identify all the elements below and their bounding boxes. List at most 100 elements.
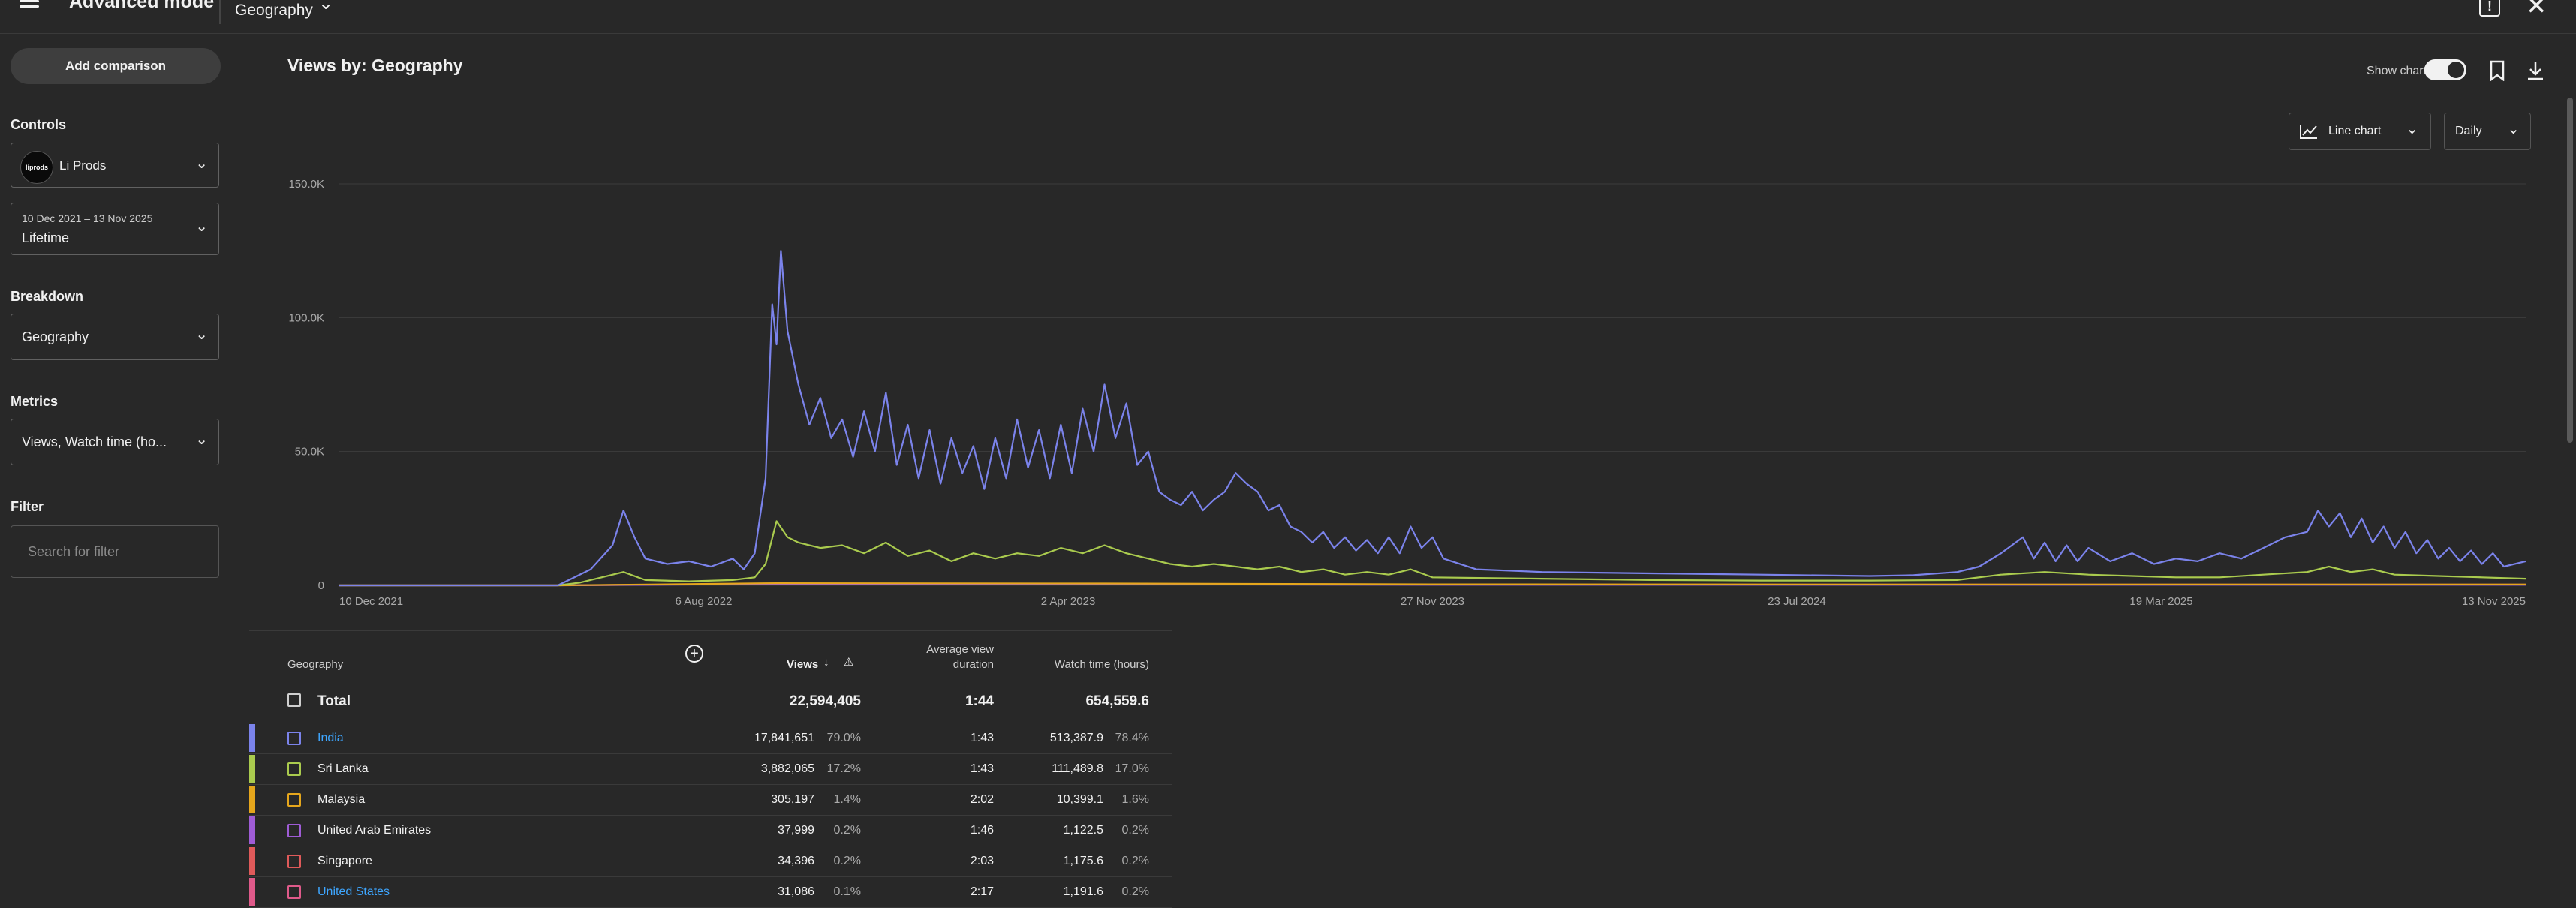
page-title: Advanced mode (69, 0, 215, 12)
x-tick-label: 19 Mar 2025 (2129, 595, 2192, 608)
add-comparison-button[interactable]: Add comparison (11, 48, 221, 84)
x-tick-label: 6 Aug 2022 (676, 595, 733, 608)
row-watch-pct: 0.2% (1121, 824, 1149, 837)
series-line-malaysia (339, 582, 2526, 587)
add-column-icon[interactable]: + (685, 645, 703, 663)
total-views: 22,594,405 (789, 693, 861, 709)
chevron-down-icon: ⌄ (195, 155, 208, 172)
row-checkbox[interactable] (287, 732, 301, 745)
row-checkbox[interactable] (287, 885, 301, 899)
row-views-pct: 1.4% (833, 793, 861, 806)
breakdown-select[interactable]: Geography ⌄ (11, 314, 219, 360)
filter-label: Filter (11, 499, 44, 514)
x-tick-label: 23 Jul 2024 (1768, 595, 1826, 608)
row-watch: 10,399.1 (1056, 793, 1103, 806)
row-avd: 1:43 (970, 732, 994, 744)
row-checkbox[interactable] (287, 762, 301, 776)
close-icon[interactable]: ✕ (2526, 0, 2547, 20)
divider (249, 815, 1172, 816)
row-avd: 1:43 (970, 762, 994, 775)
row-avd: 2:02 (970, 793, 994, 806)
chevron-down-icon: ⌄ (195, 431, 208, 448)
filter-search-input[interactable] (11, 525, 219, 578)
divider (219, 0, 221, 24)
period-select[interactable]: Daily ⌄ (2444, 113, 2531, 150)
divider (249, 876, 1172, 877)
row-views: 3,882,065 (760, 762, 814, 775)
x-tick-label: 2 Apr 2023 (1041, 595, 1096, 608)
total-label: Total (317, 693, 351, 709)
dimension-selector[interactable]: Geography (235, 2, 313, 19)
row-watch: 513,387.9 (1049, 732, 1103, 744)
row-views-pct: 0.1% (833, 885, 861, 898)
channel-select[interactable]: liprods Li Prods ⌄ (11, 143, 219, 188)
top-bar (0, 0, 2576, 34)
chart-type-label: Line chart (2328, 125, 2382, 137)
row-watch: 1,122.5 (1063, 824, 1103, 837)
avd-header[interactable]: Average view (926, 643, 994, 656)
series-color-bar (249, 878, 255, 906)
watch-time-header[interactable]: Watch time (hours) (1054, 658, 1149, 671)
period-label: Daily (2455, 125, 2482, 137)
views-header[interactable]: Views (787, 658, 819, 671)
breakdown-label: Breakdown (11, 289, 84, 304)
scrollbar[interactable] (2567, 98, 2573, 443)
row-avd: 2:17 (970, 885, 994, 898)
row-checkbox[interactable] (287, 855, 301, 868)
row-views: 17,841,651 (754, 732, 814, 744)
row-checkbox[interactable] (287, 793, 301, 807)
row-geography: Malaysia (317, 793, 366, 806)
series-color-bar (249, 847, 255, 875)
show-chart-toggle[interactable] (2424, 59, 2466, 80)
date-range-select[interactable]: 10 Dec 2021 – 13 Nov 2025 Lifetime ⌄ (11, 203, 219, 255)
row-watch-pct: 78.4% (1115, 732, 1149, 744)
total-checkbox[interactable] (287, 693, 301, 707)
download-icon[interactable] (2526, 60, 2545, 81)
divider (249, 784, 1172, 785)
row-watch-pct: 0.2% (1121, 855, 1149, 867)
row-views: 34,396 (778, 855, 814, 867)
series-color-bar (249, 786, 255, 813)
metrics-select[interactable]: Views, Watch time (ho... ⌄ (11, 419, 219, 465)
y-tick-label: 0 (318, 579, 324, 592)
y-tick-label: 150.0K (288, 178, 324, 191)
row-checkbox[interactable] (287, 824, 301, 837)
bookmark-icon[interactable] (2489, 60, 2505, 81)
date-range-text: 10 Dec 2021 – 13 Nov 2025 (22, 212, 153, 224)
x-tick-label: 13 Nov 2025 (2462, 595, 2526, 608)
row-geography[interactable]: India (317, 732, 344, 744)
row-watch: 1,191.6 (1063, 885, 1103, 898)
row-views: 37,999 (778, 824, 814, 837)
metrics-label: Metrics (11, 394, 59, 409)
date-preset: Lifetime (22, 230, 70, 245)
feedback-icon[interactable]: ! (2479, 0, 2500, 17)
chart-title: Views by: Geography (287, 56, 463, 75)
breakdown-value: Geography (22, 329, 89, 344)
channel-name: Li Prods (59, 158, 107, 173)
series-color-bar (249, 724, 255, 752)
row-geography[interactable]: United States (317, 885, 390, 898)
sort-desc-icon[interactable]: ↓ (823, 656, 829, 669)
total-avd: 1:44 (964, 693, 994, 709)
chart-type-select[interactable]: Line chart ⌄ (2289, 113, 2431, 150)
metrics-value: Views, Watch time (ho... (22, 434, 167, 449)
menu-icon[interactable] (20, 0, 39, 12)
controls-label: Controls (11, 117, 66, 132)
row-geography: Singapore (317, 855, 372, 867)
warning-icon[interactable]: ⚠ (844, 656, 854, 669)
geography-header[interactable]: Geography (287, 658, 344, 671)
row-views-pct: 79.0% (826, 732, 861, 744)
views-line-chart: 150.0K 100.0K 50.0K 0 10 Dec 2021 6 Aug 2022 2… (288, 178, 2526, 608)
chevron-down-icon: ⌄ (195, 326, 208, 343)
avatar: liprods (20, 151, 53, 184)
chevron-down-icon: ⌄ (2507, 121, 2520, 137)
row-watch-pct: 17.0% (1115, 762, 1149, 775)
row-geography: Sri Lanka (317, 762, 369, 775)
row-watch-pct: 0.2% (1121, 885, 1149, 898)
x-tick-label: 27 Nov 2023 (1401, 595, 1464, 608)
row-avd: 2:03 (970, 855, 994, 867)
y-tick-label: 100.0K (288, 311, 324, 324)
line-chart-icon (2300, 125, 2317, 139)
chevron-down-icon[interactable]: ⌄ (318, 0, 334, 14)
divider (249, 753, 1172, 754)
